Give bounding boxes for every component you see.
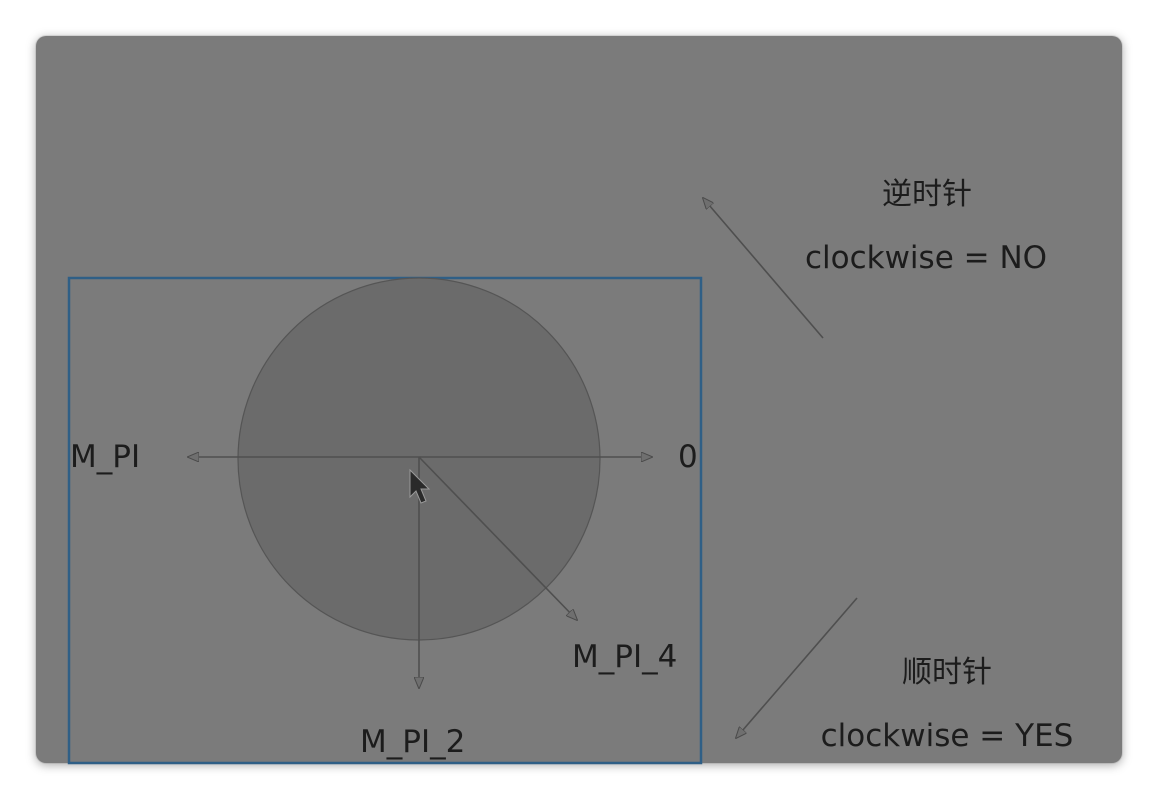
arrow-m-pi-4 [418, 456, 577, 620]
clockwise-arrow [736, 597, 858, 738]
counterclockwise-title: 逆时针 [882, 177, 972, 212]
label-m-pi-4: M_PI_4 [572, 639, 677, 675]
clockwise-caption: clockwise = YES [821, 718, 1074, 754]
view-frame [67, 276, 703, 765]
label-zero: 0 [678, 439, 698, 475]
counterclockwise-caption: clockwise = NO [805, 240, 1047, 276]
mouse-cursor-icon [409, 468, 431, 504]
clockwise-title: 顺时针 [902, 655, 992, 690]
label-m-pi: M_PI [70, 439, 140, 475]
counterclockwise-arrow [703, 198, 824, 339]
label-m-pi-2: M_PI_2 [360, 724, 465, 760]
